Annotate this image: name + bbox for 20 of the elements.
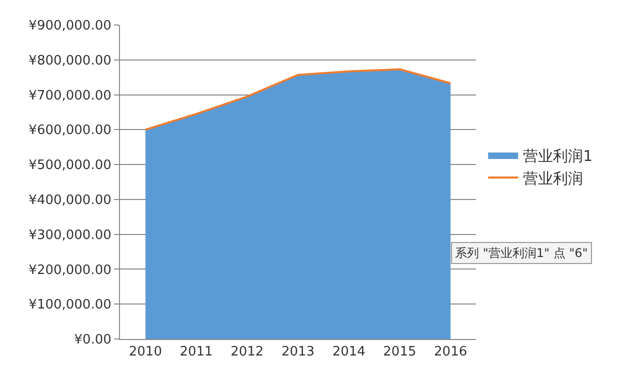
x-tick-label: 2015: [383, 344, 416, 360]
x-tick-label: 2010: [128, 344, 162, 360]
y-tick-label: ¥500,000.00: [28, 158, 112, 174]
y-tick-label: ¥600,000.00: [28, 123, 112, 138]
y-tick-label: ¥200,000.00: [28, 262, 112, 278]
x-tick-label: 2014: [332, 344, 366, 360]
y-tick-label: ¥700,000.00: [28, 88, 112, 104]
annotation: 系列 "营业利润1" 点 "6": [455, 246, 588, 260]
y-tick-label: ¥900,000.00: [28, 18, 112, 34]
y-tick-label: ¥300,000.00: [28, 228, 112, 243]
legend-label: 营业利润1: [523, 146, 593, 165]
y-tick-label: ¥800,000.00: [28, 53, 112, 68]
y-tick-label: ¥100,000.00: [28, 298, 112, 313]
x-tick-label: 2016: [434, 344, 468, 360]
y-tick-label: ¥400,000.00: [28, 192, 112, 208]
x-tick-label: 2011: [180, 344, 213, 360]
legend-label: 营业利润: [523, 169, 584, 188]
y-tick-label: ¥0.00: [74, 332, 112, 348]
x-tick-label: 2013: [281, 344, 315, 360]
x-tick-label: 2012: [230, 344, 264, 360]
